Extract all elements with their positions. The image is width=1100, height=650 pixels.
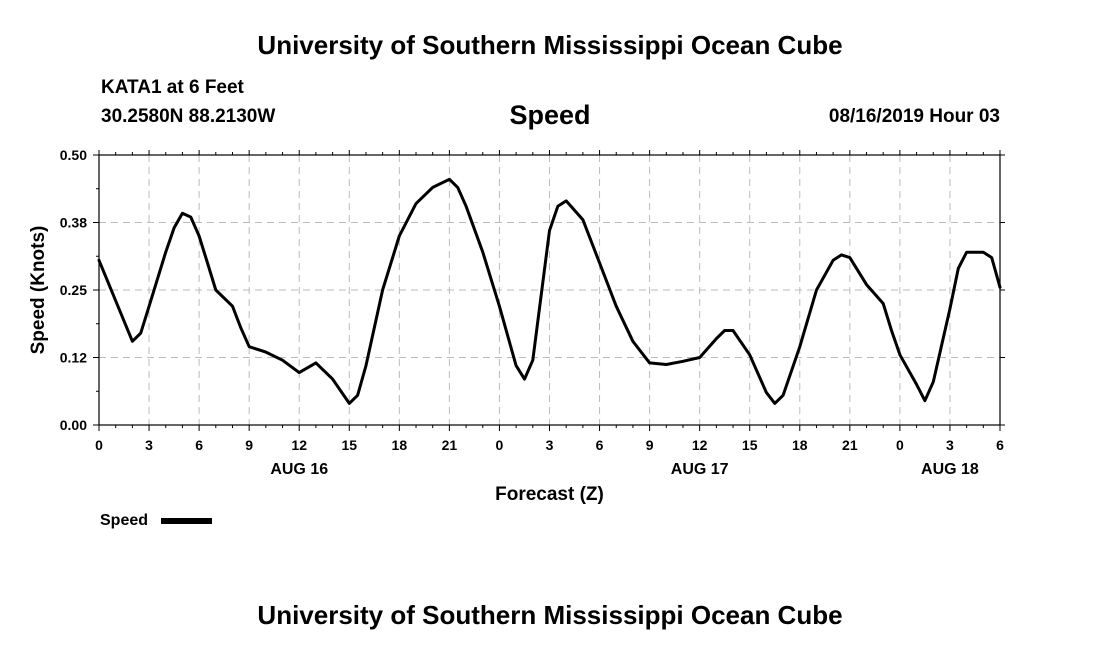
x-tick-label: 3 <box>546 437 554 453</box>
plot-frame <box>98 154 1001 426</box>
x-tick-label: 21 <box>842 437 858 453</box>
x-tick-label: 6 <box>996 437 1004 453</box>
x-tick-label: 21 <box>442 437 458 453</box>
y-tick-label: 0.00 <box>60 417 87 433</box>
legend-label: Speed <box>100 512 148 529</box>
station-label: KATA1 at 6 Feet <box>101 77 244 98</box>
x-tick-label: 9 <box>245 437 253 453</box>
x-tick-label: 12 <box>291 437 307 453</box>
x-tick-label: 18 <box>792 437 808 453</box>
x-tick-label: 3 <box>145 437 153 453</box>
page-title: University of Southern Mississippi Ocean… <box>257 30 843 60</box>
x-tick-label: 3 <box>946 437 954 453</box>
y-tick-label: 0.25 <box>60 282 87 298</box>
date-label: AUG 16 <box>270 461 328 478</box>
y-tick-label: 0.38 <box>60 215 87 231</box>
x-tick-label: 6 <box>195 437 203 453</box>
footer-title: University of Southern Mississippi Ocean… <box>257 600 843 630</box>
date-label: AUG 17 <box>671 461 729 478</box>
coordinates-label: 30.2580N 88.2130W <box>101 106 276 127</box>
x-tick-label: 0 <box>896 437 904 453</box>
x-tick-label: 15 <box>341 437 357 453</box>
x-tick-label: 6 <box>596 437 604 453</box>
y-tick-label: 0.50 <box>60 147 87 163</box>
x-tick-label: 12 <box>692 437 708 453</box>
x-tick-label: 0 <box>496 437 504 453</box>
x-axis-label: Forecast (Z) <box>495 484 604 505</box>
x-tick-label: 0 <box>95 437 103 453</box>
date-label: AUG 18 <box>921 461 979 478</box>
x-tick-label: 9 <box>646 437 654 453</box>
x-tick-label: 18 <box>392 437 408 453</box>
y-tick-label: 0.12 <box>60 350 87 366</box>
y-axis-label: Speed (Knots) <box>28 226 49 355</box>
x-tick-label: 15 <box>742 437 758 453</box>
chart-title: Speed <box>509 100 591 130</box>
forecast-datetime: 08/16/2019 Hour 03 <box>828 106 1000 127</box>
